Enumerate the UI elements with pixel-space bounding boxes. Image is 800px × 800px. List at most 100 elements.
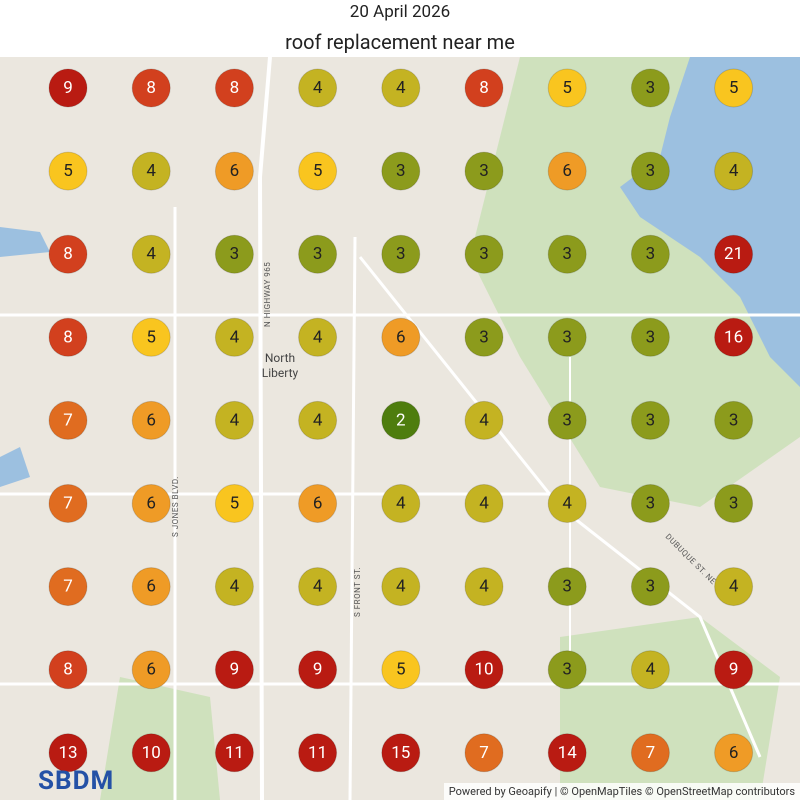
rank-pin (630, 650, 670, 690)
rank-label: 8 (63, 660, 73, 680)
rank-pin (48, 733, 88, 773)
rank-label: 3 (646, 410, 656, 430)
rank-pin (630, 733, 670, 773)
rank-pin (214, 650, 254, 690)
rank-label: 16 (724, 327, 743, 347)
rank-pin (381, 68, 421, 108)
rank-label: 6 (146, 660, 156, 680)
rank-pin (48, 400, 88, 440)
rank-pin (214, 151, 254, 191)
rank-label: 3 (562, 660, 572, 680)
rank-label: 14 (558, 743, 578, 763)
rank-label: 9 (230, 660, 240, 680)
street-label: S JONES BLVD. (171, 476, 180, 537)
rank-pin (547, 567, 587, 607)
rank-label: 7 (646, 743, 656, 763)
rank-label: 3 (646, 78, 656, 98)
attribution: Powered by Geoapify | © OpenMapTiles © O… (443, 783, 800, 800)
rank-pin (48, 484, 88, 523)
rank-label: 3 (479, 244, 489, 264)
rank-label: 5 (230, 494, 240, 514)
rank-label: 3 (562, 327, 572, 347)
rank-label: 8 (146, 78, 156, 98)
town-label-line: Liberty (262, 366, 299, 380)
rank-label: 3 (230, 244, 240, 264)
rank-label: 3 (479, 161, 489, 181)
rank-pin (298, 567, 338, 607)
rank-pin (714, 484, 754, 523)
rank-label: 5 (146, 327, 156, 347)
rank-label: 4 (230, 410, 240, 430)
rank-label: 5 (63, 161, 73, 181)
rank-pin (48, 68, 88, 108)
rank-label: 11 (225, 743, 244, 763)
town-label-line: North (265, 351, 295, 365)
rank-pin (214, 484, 254, 523)
rank-pin (464, 68, 504, 108)
rank-label: 6 (396, 327, 406, 347)
rank-label: 4 (562, 494, 572, 514)
rank-pin (547, 733, 587, 773)
rank-pin (131, 567, 171, 607)
rank-label: 6 (146, 577, 156, 597)
rank-label: 7 (63, 410, 73, 430)
rank-label: 4 (313, 78, 323, 98)
rank-pin (131, 484, 171, 523)
rank-pin (214, 68, 254, 108)
rank-label: 4 (313, 577, 323, 597)
rank-pin (131, 151, 171, 191)
rank-label: 5 (729, 78, 739, 98)
rank-pin (547, 68, 587, 108)
rank-pin (381, 650, 421, 690)
rank-pin (464, 567, 504, 607)
rank-pin (214, 567, 254, 607)
rank-pin (131, 234, 171, 274)
rank-pin (547, 400, 587, 440)
rank-pin (214, 400, 254, 440)
rank-label: 6 (313, 494, 323, 514)
rank-label: 8 (230, 78, 240, 98)
rank-label: 8 (63, 244, 73, 264)
rank-label: 3 (562, 244, 572, 264)
rank-pin (298, 400, 338, 440)
rank-pin (381, 400, 421, 440)
rank-pin (630, 400, 670, 440)
rank-label: 4 (729, 577, 739, 597)
rank-label: 8 (63, 327, 73, 347)
rank-pin (131, 68, 171, 108)
rank-label: 4 (396, 78, 406, 98)
rank-pin (298, 650, 338, 690)
rank-label: 4 (313, 327, 323, 347)
rank-pin (714, 650, 754, 690)
rank-pin (714, 68, 754, 108)
rank-pin (131, 650, 171, 690)
rank-label: 4 (230, 327, 240, 347)
rank-pin (464, 400, 504, 440)
rank-label: 3 (479, 327, 489, 347)
street-label: S FRONT ST. (353, 567, 362, 617)
rank-pin (464, 650, 504, 690)
rank-pin (714, 151, 754, 191)
rank-label: 21 (724, 244, 743, 264)
rank-label: 7 (63, 494, 73, 514)
rank-label: 5 (396, 660, 406, 680)
logo: SBDM (38, 766, 115, 796)
rank-pin (630, 567, 670, 607)
rank-pin (381, 484, 421, 523)
rank-label: 11 (308, 743, 327, 763)
rank-pin (131, 733, 171, 773)
rank-pin (630, 151, 670, 191)
rank-pin (464, 151, 504, 191)
rank-label: 4 (479, 410, 489, 430)
rank-label: 3 (646, 494, 656, 514)
rank-pin (630, 234, 670, 274)
rank-label: 3 (729, 494, 739, 514)
rank-pin (48, 234, 88, 274)
rank-pin (381, 317, 421, 357)
rank-label: 6 (146, 410, 156, 430)
rank-pin (131, 317, 171, 357)
rank-label: 10 (474, 660, 493, 680)
rank-pin (298, 151, 338, 191)
rank-pin (714, 567, 754, 607)
